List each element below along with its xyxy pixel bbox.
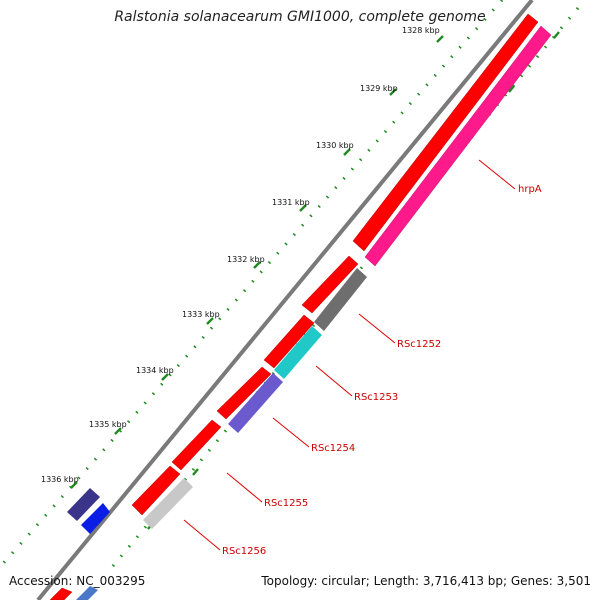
tick-label: 1332 kbp [227,255,265,264]
gene-hrpA-forward [352,13,539,252]
outer-dotted-ring [0,0,504,568]
gene-bottom-red [49,587,73,600]
gene-outer-blue [81,503,110,534]
gene-forward-5 [171,419,222,471]
label-leaders [183,159,516,551]
gene-forward-2 [301,255,359,314]
genome-backbone [36,0,534,600]
gene-forward-6 [131,465,181,516]
gene-label-RSc1252: RSc1252 [397,339,441,350]
gene-hrpA [364,25,552,267]
gene-labels: hrpA RSc1252 RSc1253 RSc1254 RSc1255 RSc… [222,184,542,557]
accession-label: Accession: NC_003295 [9,574,146,588]
gene-RSc1253 [274,326,322,379]
gene-label-RSc1256: RSc1256 [222,546,266,557]
gene-label-RSc1253: RSc1253 [354,392,398,403]
gene-forward-4 [216,366,272,420]
gene-label-RSc1255: RSc1255 [264,498,308,509]
gene-outer-dark [67,488,100,521]
map-title: Ralstonia solanacearum GMI1000, complete… [114,9,486,25]
tick-label: 1331 kbp [272,198,310,207]
major-ticks [70,35,444,489]
gene-bottom-blue [76,586,98,600]
forward-strand-genes [49,13,539,600]
gene-RSc1252 [314,268,367,331]
tick-label: 1335 kbp [89,420,127,429]
tick-label: 1333 kbp [182,310,220,319]
tick-labels: 1328 kbp 1329 kbp 1330 kbp 1331 kbp 1332… [41,26,440,484]
tick-label: 1329 kbp [360,84,398,93]
genome-summary: Topology: circular; Length: 3,716,413 bp… [261,574,591,588]
gene-RSc1254 [228,373,283,433]
tick-label: 1334 kbp [136,366,174,375]
gene-label-RSc1254: RSc1254 [311,443,355,454]
gene-RSc1256 [143,478,193,529]
gene-label-hrpA: hrpA [518,184,542,195]
tick-label: 1330 kbp [316,141,354,150]
tick-label: 1336 kbp [41,475,79,484]
gene-forward-3 [263,314,315,369]
tick-label: 1328 kbp [402,26,440,35]
